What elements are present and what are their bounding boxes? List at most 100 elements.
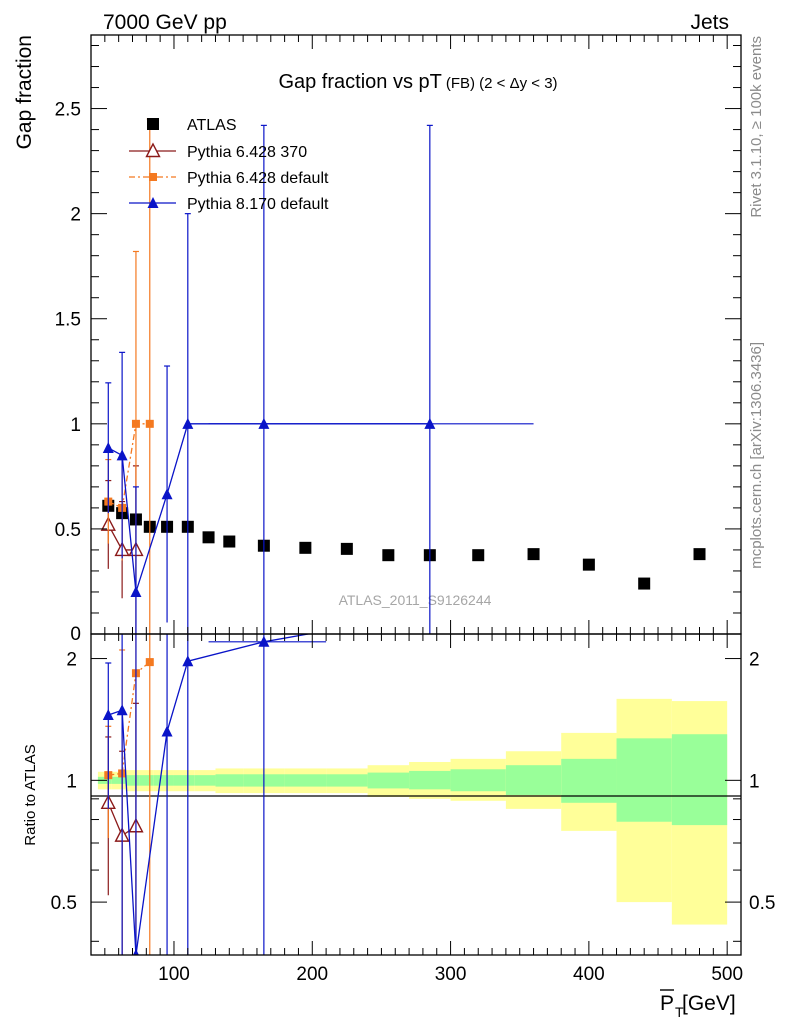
legend-label-py6-default: Pythia 6.428 default: [187, 170, 329, 187]
ytick-ratio-label-right-0: 0.5: [749, 893, 775, 914]
ytick-main-label-0: 0.5: [55, 520, 81, 541]
ratio-point-py8-4: [182, 655, 194, 667]
ytick-main-label-2: 1.5: [55, 310, 81, 331]
band-inner-10: [326, 774, 368, 787]
x-axis-title: P T [GeV]: [660, 989, 736, 1020]
ratio-point-py8-0: [102, 709, 114, 721]
band-inner-13: [450, 769, 506, 792]
legend: ATLAS Pythia 6.428 370 Pythia 6.428 defaul…: [129, 117, 329, 213]
legend-entry-py6-370: Pythia 6.428 370: [129, 142, 307, 161]
main-point-py8-6: [424, 417, 436, 429]
x-axis-title-main: P: [660, 992, 674, 1015]
main-point-py8-3: [161, 488, 173, 500]
ratio-point-py8-2: [132, 949, 139, 955]
ytick-ratio-label-left-0: 0.5: [51, 893, 77, 914]
main-point-py8-1: [116, 449, 128, 461]
main-point-atlas-16: [638, 577, 651, 590]
xtick-label-100: 100: [158, 964, 190, 985]
xtick-label-200: 200: [296, 964, 328, 985]
main-point-py6-default-2: [131, 419, 140, 428]
main-series-layer: [100, 118, 706, 634]
ytick-ratio-label-right-1: 1: [749, 771, 760, 792]
main-point-atlas-14: [527, 548, 540, 561]
main-point-atlas-10: [340, 542, 353, 555]
band-inner-7: [215, 774, 244, 787]
band-inner-4: [153, 775, 174, 786]
band-inner-5: [173, 775, 195, 786]
ratio-series-layer: [100, 634, 327, 955]
main-point-py8-4: [182, 417, 194, 429]
main-point-atlas-7: [223, 535, 236, 548]
ytick-ratio-label-right-2: 2: [749, 650, 760, 671]
legend-marker-py6-370: [145, 142, 161, 158]
ratio-ylabel: Ratio to ATLAS: [22, 744, 39, 845]
ratio-point-py6-default-3: [145, 658, 154, 667]
xtick-label-400: 400: [573, 964, 605, 985]
main-point-py8-2: [130, 585, 142, 597]
main-point-atlas-9: [299, 541, 312, 554]
x-axis-title-sub: T: [675, 1004, 684, 1020]
legend-label-py8: Pythia 8.170 default: [187, 196, 329, 213]
band-inner-16: [616, 738, 672, 822]
main-line-py8: [107, 423, 430, 593]
legend-label-py6-370: Pythia 6.428 370: [187, 144, 307, 161]
ratio-uncertainty-bands: [97, 698, 728, 925]
band-inner-3: [139, 775, 154, 786]
main-series-atlas: [102, 499, 706, 590]
band-inner-1: [111, 776, 126, 784]
band-inner-11: [367, 772, 410, 789]
watermark: ATLAS_2011_S9126244: [339, 592, 492, 608]
chart-title-main: Gap fraction vs pT: [278, 71, 441, 93]
ratio-frame: [90, 633, 742, 956]
main-point-atlas-17: [693, 548, 706, 561]
ytick-main-label-zero: 0: [70, 624, 81, 645]
ratio-series-py6-default: [104, 634, 154, 955]
main-point-py8-0: [102, 441, 114, 453]
legend-marker-py8: [147, 197, 159, 208]
ytick-ratio-label-left-1: 1: [66, 771, 77, 792]
main-point-py6-default-3: [145, 419, 154, 428]
main-point-py8-5: [258, 417, 270, 429]
legend-label-atlas: ATLAS: [187, 117, 237, 134]
main-series-py8: [102, 124, 534, 634]
band-inner-9: [284, 774, 327, 787]
band-inner-17: [671, 734, 728, 826]
main-point-atlas-11: [382, 549, 395, 562]
xtick-label-500: 500: [711, 964, 743, 985]
ratio-point-py8-5: [258, 635, 270, 647]
chart-title-suffix: (FB) (2 < Δy < 3): [446, 75, 558, 92]
chart-title: Gap fraction vs pT (FB) (2 < Δy < 3): [278, 71, 557, 93]
mcplots-label: mcplots.cern.ch [arXiv:1306.3436]: [748, 342, 765, 569]
rivet-label: Rivet 3.1.10, ≥ 100k events: [748, 36, 765, 218]
main-line-py6-default: [108, 423, 150, 509]
main-ylabel: Gap fraction: [13, 35, 36, 149]
ratio-point-py8-3: [161, 725, 173, 737]
header-right: Jets: [690, 11, 729, 34]
ytick-main-label-4: 2.5: [55, 100, 81, 121]
main-point-atlas-15: [582, 558, 595, 571]
main-point-atlas-13: [472, 549, 485, 562]
legend-entry-py8: Pythia 8.170 default: [129, 196, 329, 213]
band-inner-14: [505, 765, 562, 795]
main-point-atlas-6: [202, 531, 215, 544]
axis-tick-labels: 100 200 300 400 500 0.5 1 1.5 2 2.5 0 0.5 0.5 1 1 2 2: [51, 100, 776, 985]
band-inner-12: [409, 770, 451, 790]
ytick-ratio-label-left-2: 2: [66, 650, 77, 671]
legend-entry-py6-default: Pythia 6.428 default: [129, 170, 329, 187]
ytick-main-label-1: 1: [70, 415, 81, 436]
ratio-series-py8: [102, 634, 327, 955]
legend-marker-py6-default: [149, 173, 157, 181]
xtick-label-300: 300: [435, 964, 467, 985]
ratio-point-py8-1: [116, 704, 128, 716]
axis-ticks: [91, 35, 741, 955]
legend-entry-atlas: ATLAS: [147, 117, 237, 134]
legend-marker-atlas: [147, 118, 159, 130]
band-inner-6: [194, 775, 216, 786]
x-axis-title-unit: [GeV]: [682, 992, 736, 1015]
header-left: 7000 GeV pp: [103, 11, 227, 34]
ytick-main-label-3: 2: [70, 205, 81, 226]
ratio-line-py6-default: [108, 661, 151, 776]
band-inner-2: [125, 775, 140, 786]
